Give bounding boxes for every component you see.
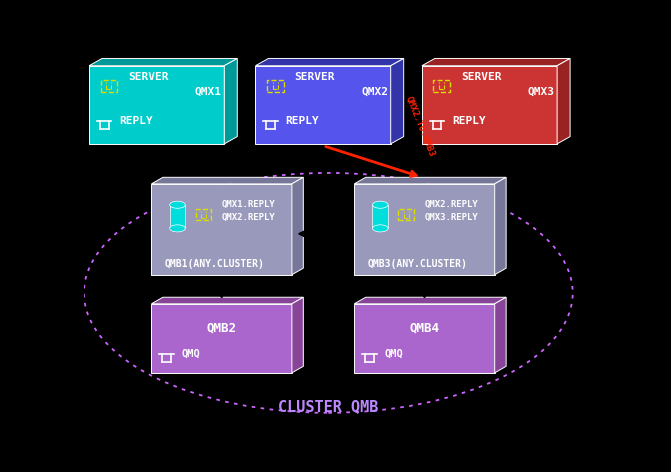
- Polygon shape: [354, 177, 506, 184]
- Polygon shape: [256, 59, 404, 66]
- Text: QMQ: QMQ: [182, 348, 201, 358]
- Polygon shape: [422, 59, 570, 66]
- Text: REPLY: REPLY: [286, 116, 319, 126]
- Polygon shape: [152, 297, 303, 304]
- Polygon shape: [495, 177, 506, 275]
- Bar: [170, 205, 185, 228]
- Text: QMX2.TO.QMB3: QMX2.TO.QMB3: [404, 95, 436, 159]
- Polygon shape: [89, 66, 224, 144]
- Text: QMX3: QMX3: [527, 87, 554, 97]
- Polygon shape: [422, 66, 557, 144]
- Text: QMX2.REPLY: QMX2.REPLY: [425, 200, 478, 209]
- Bar: [372, 205, 388, 228]
- Text: QMB2: QMB2: [207, 321, 237, 334]
- Text: REPLY: REPLY: [119, 116, 153, 126]
- Polygon shape: [557, 59, 570, 144]
- Polygon shape: [89, 59, 238, 66]
- Bar: [399, 209, 414, 220]
- Bar: [267, 80, 284, 92]
- Text: SERVER: SERVER: [461, 72, 501, 82]
- Ellipse shape: [170, 225, 185, 232]
- Polygon shape: [495, 297, 506, 373]
- Polygon shape: [256, 66, 391, 144]
- Polygon shape: [152, 184, 292, 275]
- Text: SERVER: SERVER: [128, 72, 168, 82]
- Bar: [196, 209, 211, 220]
- Polygon shape: [152, 304, 292, 373]
- Polygon shape: [391, 59, 404, 144]
- Bar: [433, 80, 450, 92]
- Text: SERVER: SERVER: [295, 72, 335, 82]
- Polygon shape: [292, 297, 303, 373]
- Polygon shape: [354, 304, 495, 373]
- Text: QMX2.REPLY: QMX2.REPLY: [221, 212, 275, 221]
- Text: QMQ: QMQ: [384, 348, 403, 358]
- Polygon shape: [354, 184, 495, 275]
- Ellipse shape: [170, 201, 185, 208]
- Text: QMB4: QMB4: [409, 321, 440, 334]
- Text: QMB3(ANY.CLUSTER): QMB3(ANY.CLUSTER): [367, 259, 467, 269]
- Text: REPLY: REPLY: [452, 116, 486, 126]
- Polygon shape: [354, 297, 506, 304]
- Text: QMX1: QMX1: [195, 87, 221, 97]
- Text: QMB1(ANY.CLUSTER): QMB1(ANY.CLUSTER): [164, 259, 264, 269]
- Polygon shape: [152, 177, 303, 184]
- Polygon shape: [292, 177, 303, 275]
- Ellipse shape: [372, 225, 388, 232]
- Text: QMX3.REPLY: QMX3.REPLY: [425, 212, 478, 221]
- Text: CLUSTER QMB: CLUSTER QMB: [278, 399, 378, 414]
- Polygon shape: [224, 59, 238, 144]
- Text: QMX1.REPLY: QMX1.REPLY: [221, 200, 275, 209]
- Ellipse shape: [372, 201, 388, 208]
- Text: QMX2: QMX2: [361, 87, 388, 97]
- Bar: [101, 80, 117, 92]
